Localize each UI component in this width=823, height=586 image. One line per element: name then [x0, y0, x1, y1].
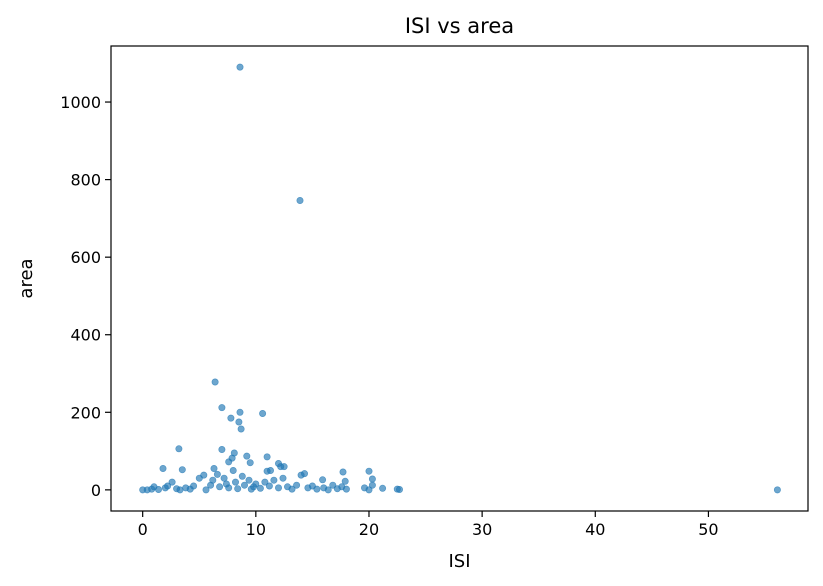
- data-point: [246, 477, 252, 483]
- data-point: [216, 484, 222, 490]
- data-point: [226, 485, 232, 491]
- data-point: [237, 64, 243, 70]
- data-point: [298, 472, 304, 478]
- data-point: [237, 409, 243, 415]
- data-point: [179, 467, 185, 473]
- x-axis-label: ISI: [448, 551, 470, 572]
- x-tick-label: 40: [585, 520, 605, 539]
- data-point: [314, 486, 320, 492]
- data-point: [281, 463, 287, 469]
- y-tick-label: 400: [70, 326, 101, 345]
- chart-title: ISI vs area: [405, 14, 514, 38]
- data-point: [221, 475, 227, 481]
- data-point: [214, 471, 220, 477]
- data-point: [264, 468, 270, 474]
- x-tick-label: 10: [246, 520, 266, 539]
- data-point: [230, 467, 236, 473]
- x-tick-label: 30: [472, 520, 492, 539]
- data-point: [235, 486, 241, 492]
- data-point: [228, 415, 234, 421]
- data-point: [280, 475, 286, 481]
- data-point: [343, 486, 349, 492]
- data-point: [232, 479, 238, 485]
- data-point: [369, 476, 375, 482]
- data-point: [366, 487, 372, 493]
- y-tick-label: 800: [70, 171, 101, 190]
- x-tick-label: 20: [359, 520, 379, 539]
- data-point: [212, 379, 218, 385]
- data-point: [774, 487, 780, 493]
- data-point: [190, 483, 196, 489]
- data-point: [266, 483, 272, 489]
- data-point: [160, 465, 166, 471]
- data-point: [226, 459, 232, 465]
- y-tick-label: 0: [91, 481, 101, 500]
- data-point: [340, 469, 346, 475]
- data-point: [219, 446, 225, 452]
- data-point: [176, 446, 182, 452]
- data-point: [293, 482, 299, 488]
- data-point: [319, 477, 325, 483]
- data-point: [257, 485, 263, 491]
- data-point: [169, 479, 175, 485]
- data-point: [396, 486, 402, 492]
- data-point: [247, 460, 253, 466]
- data-point: [379, 485, 385, 491]
- y-tick-label: 600: [70, 248, 101, 267]
- y-axis-label: area: [16, 258, 37, 298]
- data-point: [219, 404, 225, 410]
- x-tick-label: 50: [698, 520, 718, 539]
- data-point: [238, 426, 244, 432]
- data-point: [211, 465, 217, 471]
- data-point: [241, 482, 247, 488]
- y-tick-label: 1000: [60, 93, 101, 112]
- y-tick-label: 200: [70, 403, 101, 422]
- data-point: [275, 485, 281, 491]
- data-point: [236, 419, 242, 425]
- data-point: [297, 197, 303, 203]
- data-point: [210, 477, 216, 483]
- data-point: [271, 477, 277, 483]
- x-tick-label: 0: [138, 520, 148, 539]
- data-point: [264, 454, 270, 460]
- data-point: [201, 472, 207, 478]
- data-point: [239, 473, 245, 479]
- data-point: [259, 410, 265, 416]
- data-point: [244, 453, 250, 459]
- data-point: [155, 486, 161, 492]
- data-point: [366, 468, 372, 474]
